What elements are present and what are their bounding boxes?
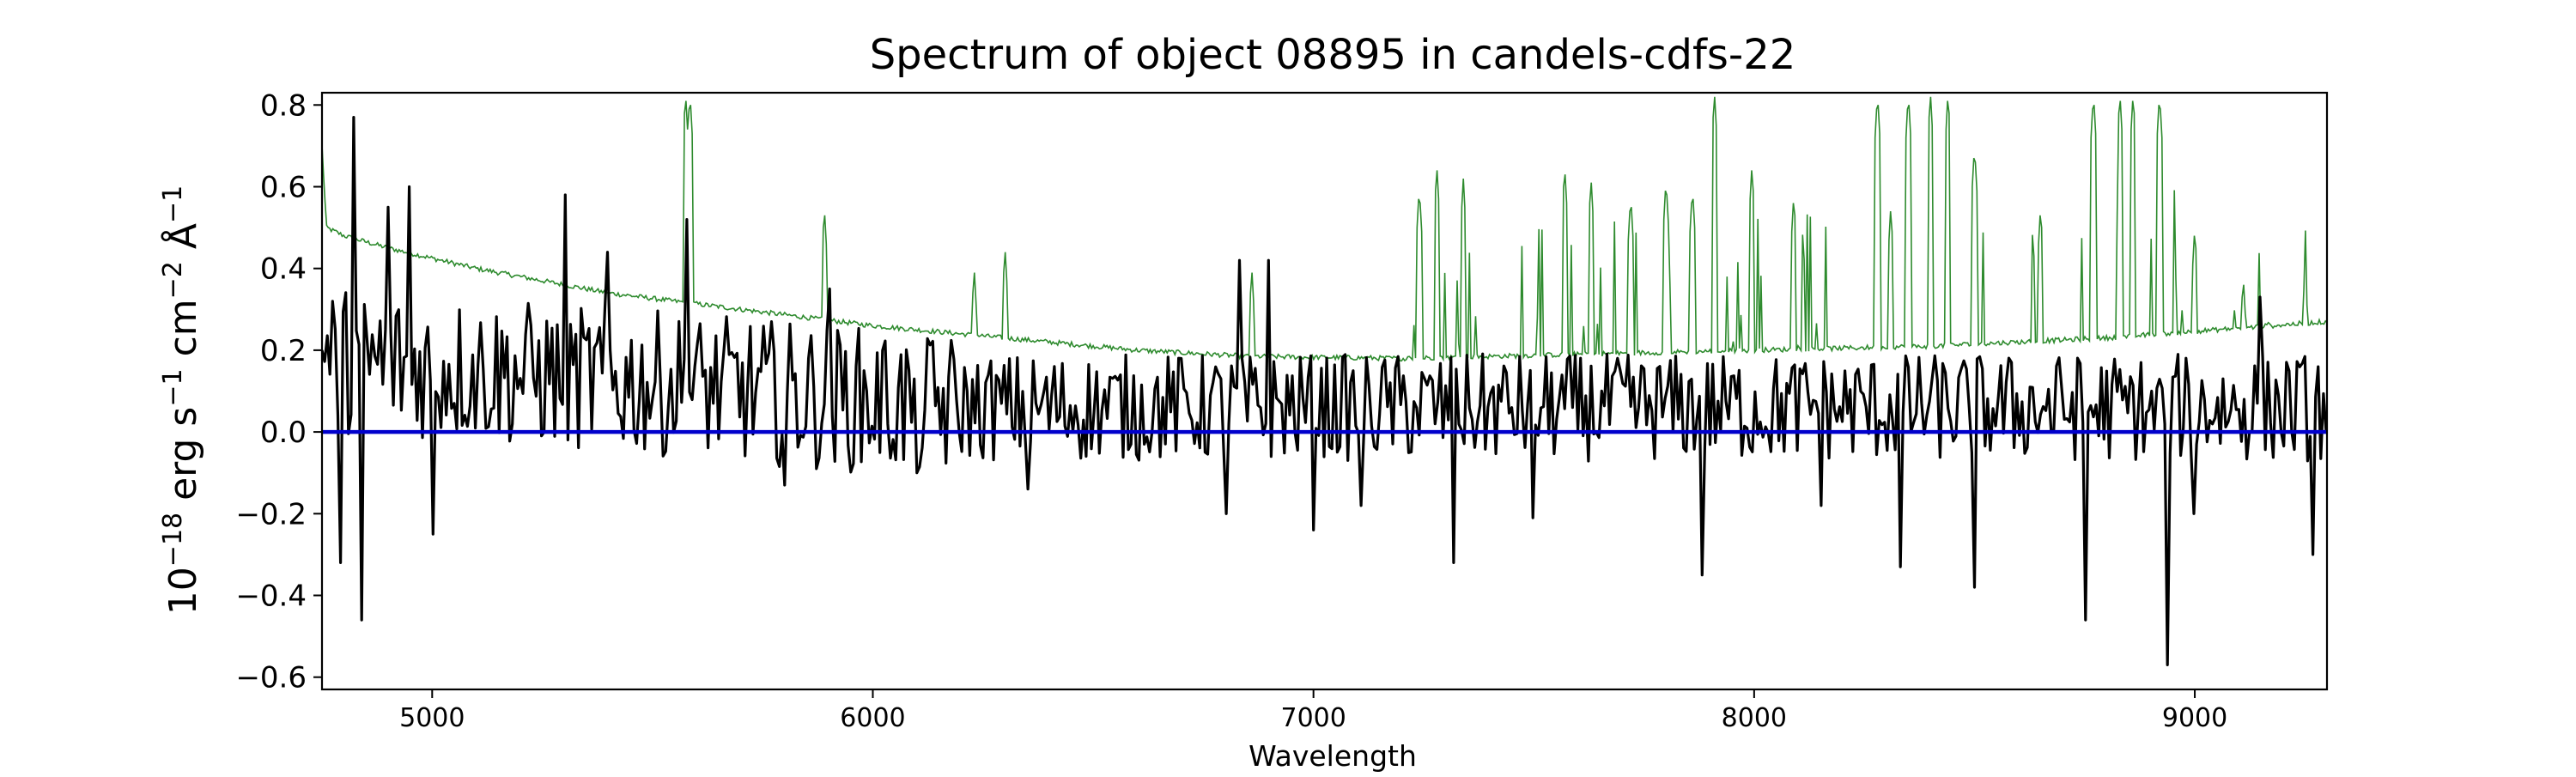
y-tick-label: 0.2: [260, 334, 307, 368]
flux-spectrum-line: [322, 116, 2327, 667]
chart-title: Spectrum of object 08895 in candels-cdfs…: [870, 31, 1796, 79]
x-tick-label: 8000: [1722, 703, 1787, 733]
y-axis-label: 10−18 erg s−1 cm−2 Å−1: [158, 185, 206, 615]
plot-frame: [320, 91, 2329, 691]
y-tick-label: −0.2: [235, 497, 307, 531]
y-tick-label: 0.4: [260, 252, 307, 287]
y-tick-label: 0.0: [260, 416, 307, 450]
y-tick-label: 0.8: [260, 88, 307, 123]
error-spectrum-line: [322, 96, 2327, 362]
y-tick-label: −0.6: [235, 661, 307, 695]
x-tick-label: 5000: [399, 703, 465, 733]
x-tick-label: 9000: [2162, 703, 2227, 733]
y-tick-label: 0.6: [260, 170, 307, 204]
x-tick-label: 6000: [840, 703, 905, 733]
y-tick-label: −0.4: [235, 580, 307, 614]
x-tick-label: 7000: [1280, 703, 1346, 733]
x-axis-label: Wavelength: [1249, 739, 1417, 773]
